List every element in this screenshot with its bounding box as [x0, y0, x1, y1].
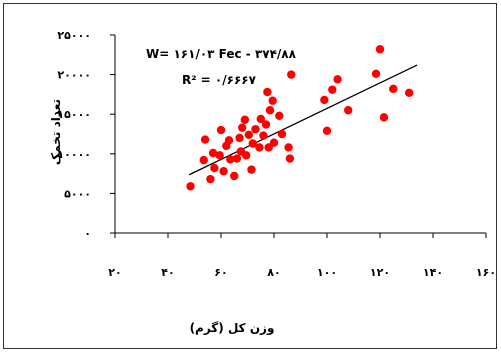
data-point	[287, 70, 296, 79]
x-tick-labels: ۲۰ ۴۰ ۶۰ ۸۰ ۱۰۰ ۱۲۰ ۱۴۰ ۱۶۰	[108, 266, 496, 279]
data-point	[235, 133, 244, 143]
data-point	[259, 131, 268, 140]
data-point	[244, 130, 254, 139]
data-point	[255, 143, 264, 152]
data-point	[208, 148, 218, 158]
x-tick-label: ۱۴۰	[423, 266, 443, 279]
x-tick-label: ۲۰	[108, 266, 121, 279]
data-point	[269, 138, 279, 147]
data-point	[328, 85, 337, 94]
y-tick-label: ۱۰۰۰۰	[57, 148, 91, 161]
data-point	[389, 84, 398, 94]
data-point	[371, 69, 381, 79]
trendline	[188, 64, 418, 176]
x-tick-label: ۱۲۰	[370, 266, 390, 279]
data-point	[224, 136, 234, 145]
axes	[110, 34, 487, 238]
y-tick-label: ۰	[84, 227, 91, 240]
y-tick-label: ۲۵۰۰۰	[57, 29, 91, 42]
y-tick-label: ۱۵۰۰۰	[57, 108, 91, 121]
data-point	[215, 151, 224, 160]
points-group	[186, 45, 414, 191]
data-point	[251, 125, 260, 134]
data-point	[375, 45, 385, 54]
data-point	[404, 88, 414, 98]
data-point	[322, 126, 332, 136]
data-point	[379, 113, 389, 122]
x-tick-label: ۱۰۰	[317, 266, 337, 279]
data-point	[232, 154, 242, 163]
data-point	[265, 106, 275, 115]
y-tick-label: ۵۰۰۰	[64, 187, 91, 200]
y-tick-label: ۲۰۰۰۰	[57, 69, 91, 82]
x-tick-label: ۸۰	[267, 266, 280, 279]
x-axis-title: وزن کل (گرم)	[190, 321, 275, 336]
data-point	[210, 163, 219, 173]
x-tick-label: ۱۶۰	[476, 266, 496, 279]
data-point	[263, 87, 272, 97]
data-point	[285, 154, 295, 163]
data-point	[248, 139, 257, 148]
data-point	[277, 129, 287, 139]
data-point	[344, 106, 353, 115]
data-point	[284, 143, 293, 152]
data-point	[216, 125, 226, 135]
data-point	[247, 165, 256, 174]
x-tick-label: ۴۰	[161, 266, 174, 279]
equation-text: W= ۱۶۱/۰۳ Fec - ۳۷۴/۸۸	[146, 47, 297, 61]
data-point	[219, 167, 228, 176]
scatter-chart: ۲۰ ۴۰ ۶۰ ۸۰ ۱۰۰ ۱۲۰ ۱۴۰ ۱۶۰ ۰ ۵۰۰۰ ۱۰۰۰۰ ۱۵۰۰۰ ۲۰۰۰…	[49, 29, 496, 336]
data-point	[199, 155, 208, 165]
data-point	[275, 111, 284, 120]
data-point	[238, 123, 247, 132]
r-squared-text: R² = ۰/۶۶۶۷	[182, 73, 257, 87]
data-point	[268, 96, 277, 105]
data-point	[186, 182, 195, 191]
trendline-group	[188, 64, 418, 176]
data-point	[320, 95, 329, 105]
data-point	[240, 115, 250, 124]
data-point	[200, 135, 210, 144]
y-axis-title: تعداد تخمک	[49, 99, 63, 165]
data-point	[333, 75, 342, 84]
data-point	[241, 151, 251, 160]
data-point	[206, 174, 215, 184]
data-point	[256, 114, 265, 124]
x-tick-label: ۶۰	[214, 266, 227, 279]
data-point	[261, 120, 271, 129]
data-point	[226, 155, 235, 164]
y-tick-labels: ۰ ۵۰۰۰ ۱۰۰۰۰ ۱۵۰۰۰ ۲۰۰۰۰ ۲۵۰۰۰	[57, 29, 91, 240]
chart-frame: ۲۰ ۴۰ ۶۰ ۸۰ ۱۰۰ ۱۲۰ ۱۴۰ ۱۶۰ ۰ ۵۰۰۰ ۱۰۰۰۰ ۱۵۰۰۰ ۲۰۰۰…	[3, 3, 497, 349]
data-point	[230, 171, 239, 181]
